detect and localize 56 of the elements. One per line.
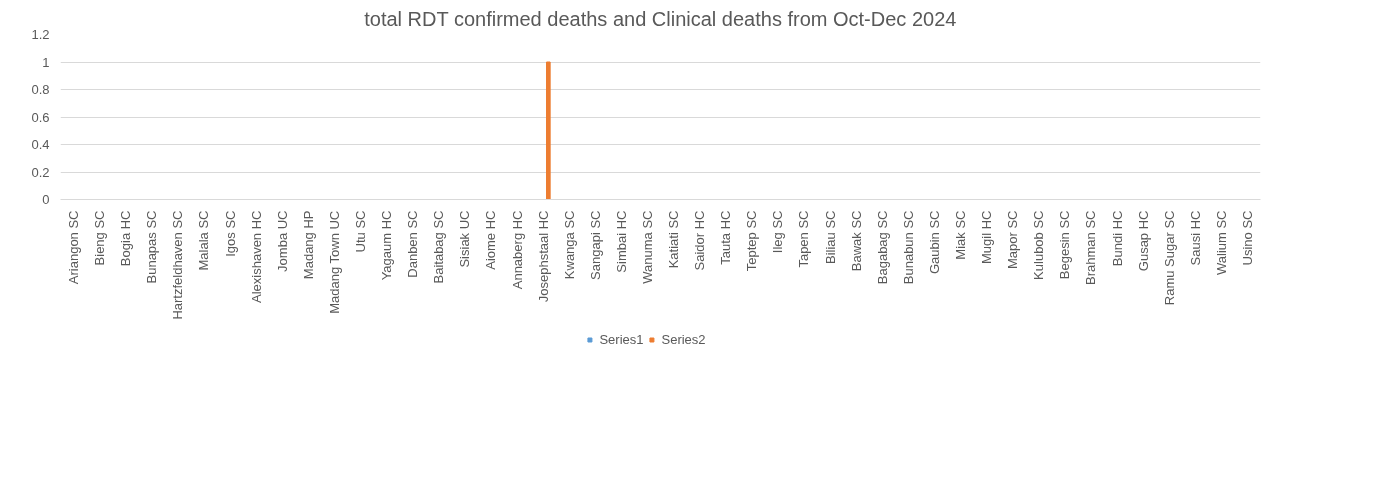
legend-label: Series1	[599, 331, 644, 347]
x-tick-label: Saidor HC	[692, 210, 708, 271]
y-tick-label: 0.8	[31, 82, 50, 97]
x-tick-label: Gaubin SC	[926, 210, 942, 275]
x-tick-label: Bunapas SC	[144, 210, 160, 284]
x-tick-label: Sangapi SC	[587, 210, 603, 280]
x-tick-label: Kwanga SC	[561, 210, 577, 280]
x-tick-label: Wanuma SC	[639, 210, 655, 284]
x-tick-label: Sisiak UC	[457, 210, 473, 268]
x-tick-label: Mapor SC	[1005, 210, 1021, 270]
x-tick-label: Baitabag SC	[431, 210, 447, 284]
x-tick-label: Madang Town UC	[326, 210, 342, 314]
x-tick-label: Katiati SC	[666, 210, 682, 269]
x-tick-label: Annaberg HC	[509, 210, 525, 290]
x-tick-label: Aiome HC	[483, 210, 499, 270]
y-tick-label: 1	[42, 54, 50, 70]
x-tick-label: Tauta HC	[718, 210, 734, 265]
x-tick-label: Yagaum HC	[379, 210, 395, 281]
y-tick-label: 1.2	[31, 27, 50, 42]
x-tick-label: Danben SC	[405, 210, 421, 278]
x-tick-label: Kulubob SC	[1031, 210, 1047, 280]
legend-label: Series2	[661, 331, 706, 347]
x-tick-label: Josephstaal HC	[535, 210, 551, 303]
x-tick-label: Jomba UC	[274, 210, 290, 272]
x-tick-label: Simbai HC	[613, 210, 629, 273]
x-tick-label: Utu SC	[353, 210, 368, 253]
x-tick-label: Bunabun SC	[900, 210, 916, 285]
y-tick-label: 0	[42, 192, 50, 207]
x-tick-label: Tapen SC	[796, 210, 812, 268]
x-tick-label: Malala SC	[196, 210, 212, 271]
y-tick-label: 0.6	[31, 109, 50, 125]
x-tick-label: Sausi HC	[1187, 210, 1203, 266]
x-tick-label: Walium SC	[1213, 210, 1229, 276]
x-tick-label: Teptep SC	[744, 210, 760, 272]
x-tick-label: Bagabag SC	[874, 210, 890, 285]
x-tick-label: Gusap HC	[1135, 210, 1151, 272]
x-tick-label: Bogia HC	[118, 210, 134, 267]
x-tick-label: Brahman SC	[1083, 210, 1099, 285]
x-tick-label: Miak SC	[953, 210, 968, 260]
x-tick-label: Biliau SC	[822, 210, 838, 264]
x-tick-label: Ramu Sugar SC	[1161, 210, 1177, 306]
chart-title: total RDT confirmed deaths and Clinical deaths from Oct-Dec 2024	[364, 7, 957, 30]
x-tick-label: Bieng SC	[92, 210, 108, 266]
x-tick-label: Usino SC	[1239, 210, 1255, 266]
x-tick-label: Ariangon SC	[66, 210, 82, 285]
x-tick-label: Bawak SC	[848, 210, 864, 272]
x-tick-label: Bundi HC	[1109, 210, 1125, 267]
y-tick-label: 0.2	[31, 164, 50, 180]
x-tick-label: Alexishaven HC	[248, 210, 264, 303]
x-tick-label: Igos SC	[222, 210, 238, 257]
x-tick-label: Hartzfeldhaven SC	[170, 210, 186, 320]
x-tick-label: Begesin SC	[1057, 210, 1073, 280]
y-tick-label: 0.4	[31, 137, 50, 152]
x-tick-label: Ileg SC	[770, 210, 786, 254]
x-tick-label: Madang HP	[300, 210, 316, 280]
x-tick-label: Mugil HC	[979, 210, 995, 264]
